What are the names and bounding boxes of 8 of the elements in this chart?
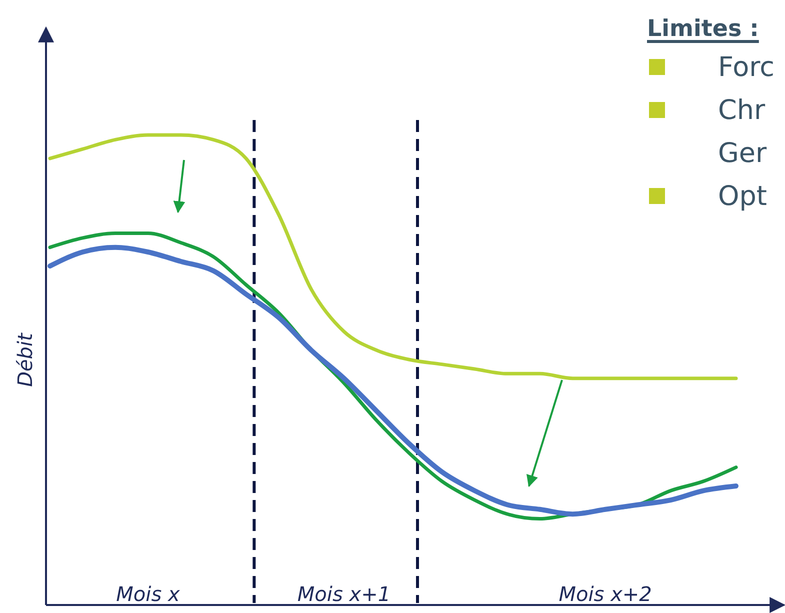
x-tick-label: Mois x+2	[558, 582, 652, 606]
text: Limites :	[647, 16, 759, 42]
annotation: Chr Ger	[718, 95, 768, 169]
annotation: Opt	[718, 181, 767, 212]
y-axis-title: Débit	[13, 332, 37, 387]
x-tick-label: Mois x	[116, 582, 180, 606]
x-tick-label: Mois x+1	[297, 582, 391, 606]
text: Forc	[718, 52, 774, 83]
